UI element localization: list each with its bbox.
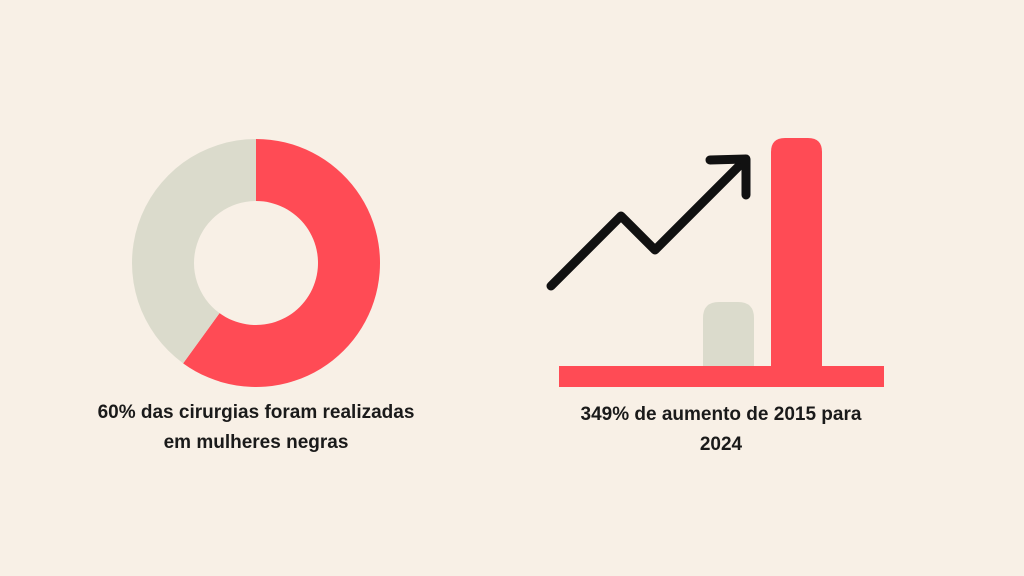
growth-caption: 349% de aumento de 2015 para 2024	[580, 404, 862, 455]
donut-slice	[183, 139, 380, 387]
trend-arrow	[546, 156, 749, 291]
small-bar	[703, 302, 754, 366]
tall-bar	[771, 138, 822, 366]
donut-caption: 60% das cirurgias foram realizadas em mu…	[97, 402, 415, 453]
donut-slice	[131, 139, 256, 364]
arrow-head	[705, 154, 751, 200]
growth-icon	[546, 138, 884, 387]
baseline	[559, 366, 884, 387]
